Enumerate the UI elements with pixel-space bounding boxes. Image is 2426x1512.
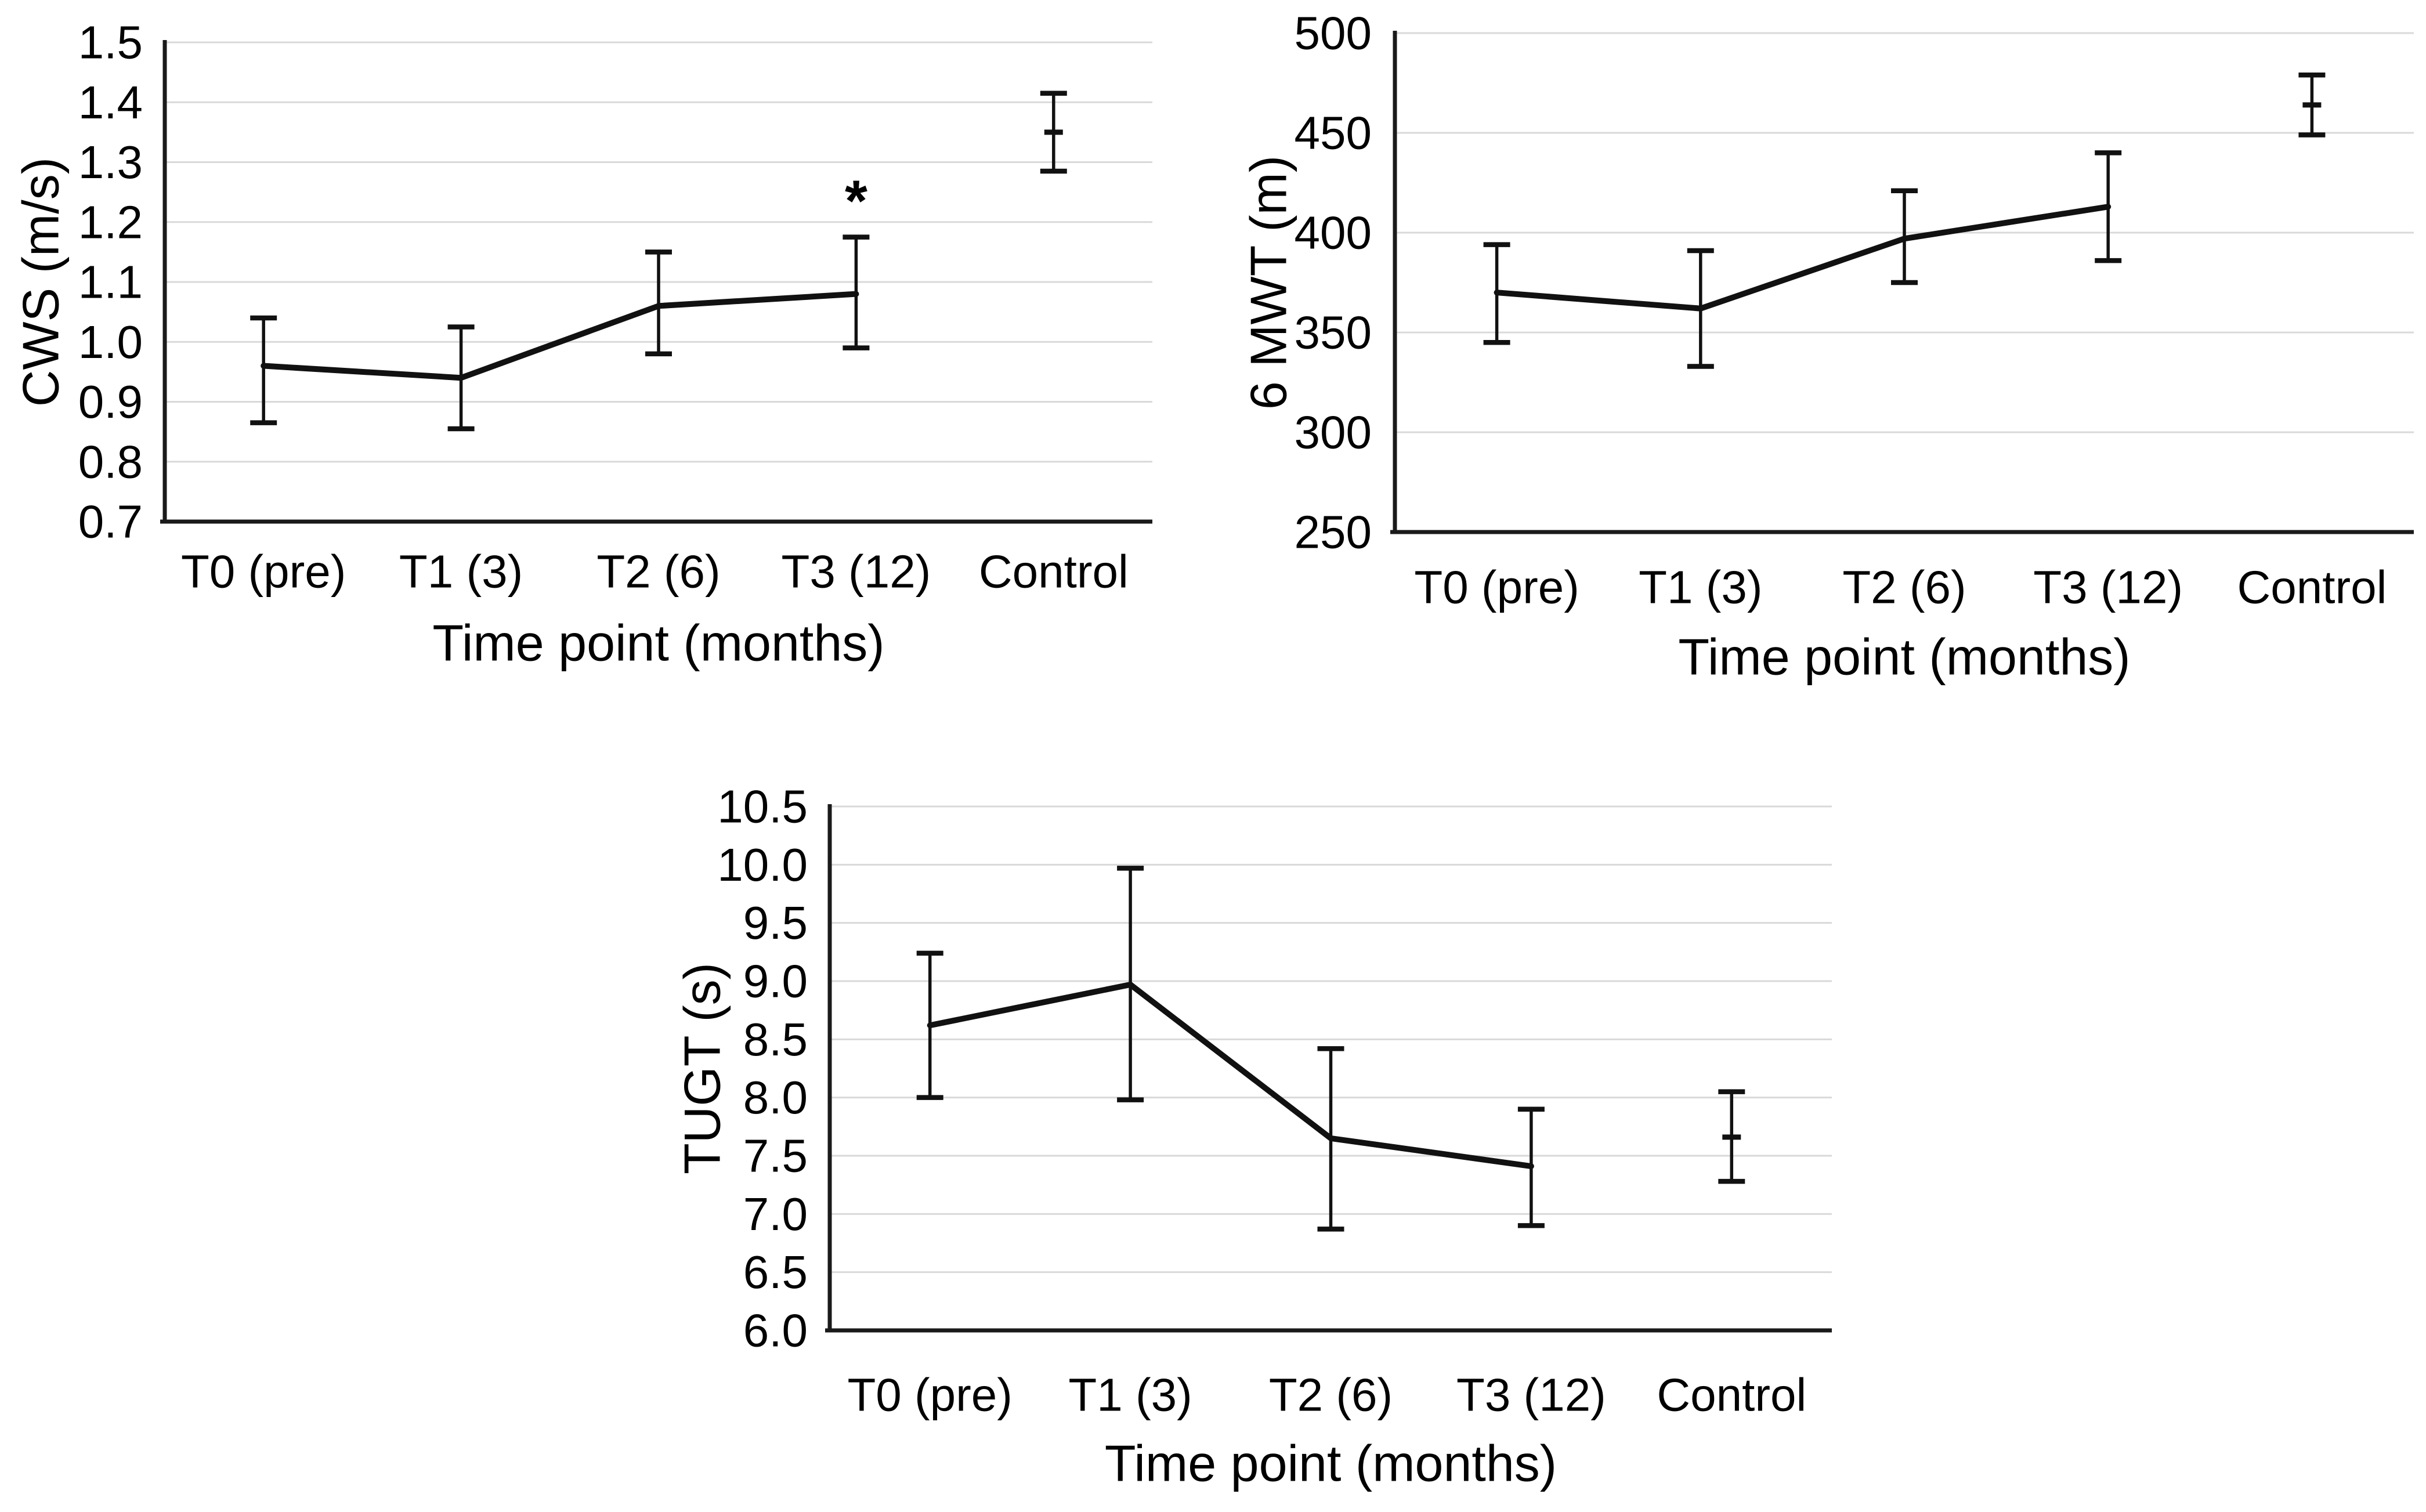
y-tick-label: 6.0	[743, 1305, 808, 1357]
significance-asterisk: *	[845, 169, 867, 234]
y-axis-title: TUGT (s)	[674, 963, 731, 1174]
y-tick-label: 1.2	[78, 196, 143, 248]
y-axis-title: CWS (m/s)	[12, 157, 70, 407]
x-category-label: T2 (6)	[1842, 562, 1966, 613]
x-axis-title: Time point (months)	[1105, 1435, 1557, 1492]
y-tick-label: 500	[1295, 8, 1372, 59]
y-tick-label: 1.3	[78, 136, 143, 188]
x-axis-title: Time point (months)	[1678, 628, 2130, 686]
y-tick-label: 7.0	[743, 1188, 808, 1240]
y-tick-label: 9.0	[743, 956, 808, 1007]
y-axis-title: 6 MWT (m)	[1240, 155, 1297, 410]
y-tick-label: 400	[1295, 207, 1372, 259]
x-category-label: Control	[2237, 562, 2387, 613]
x-category-label: T0 (pre)	[181, 546, 346, 598]
y-tick-label: 0.9	[78, 376, 143, 428]
series-line	[1494, 204, 2112, 312]
x-category-label: T1 (3)	[399, 546, 523, 598]
y-tick-label: 10.5	[717, 781, 808, 833]
x-category-label: T3 (12)	[781, 546, 931, 598]
series-line	[927, 982, 1534, 1170]
y-tick-label: 0.7	[78, 496, 143, 548]
error-bar	[645, 249, 672, 357]
y-tick-label: 300	[1295, 407, 1372, 458]
chart-6mwt: 500 450 400 350 300 250 T0 (pre) T1 (3) T2 (6) T3…	[1240, 8, 2414, 686]
x-category-label: Control	[979, 546, 1129, 598]
y-tick-label: 1.1	[78, 256, 143, 308]
y-tick-label: 1.4	[78, 77, 143, 128]
x-category-label: Control	[1657, 1369, 1806, 1421]
y-tick-label: 10.0	[717, 839, 808, 891]
x-category-label: T2 (6)	[1269, 1369, 1393, 1421]
x-category-label: T0 (pre)	[847, 1369, 1013, 1421]
y-tick-label: 6.5	[743, 1246, 808, 1298]
y-tick-label: 8.5	[743, 1014, 808, 1065]
y-tick-label: 350	[1295, 307, 1372, 359]
y-tick-label: 1.5	[78, 17, 143, 68]
y-tick-label: 0.8	[78, 436, 143, 487]
chart-cws: 1.5 1.4 1.3 1.2 1.1 1.0 0.9 0.8 0.7 T0 (pre) T1 (3…	[12, 17, 1152, 672]
y-tick-label: 9.5	[743, 897, 808, 949]
x-category-label: T1 (3)	[1068, 1369, 1192, 1421]
series-line	[261, 291, 859, 381]
y-tick-label: 7.5	[743, 1130, 808, 1182]
x-category-label: T1 (3)	[1639, 562, 1762, 613]
y-tick-label: 250	[1295, 507, 1372, 558]
y-tick-label: 8.0	[743, 1072, 808, 1123]
y-tick-label: 1.0	[78, 316, 143, 368]
x-category-label: T2 (6)	[596, 546, 720, 598]
y-tick-label: 450	[1295, 107, 1372, 159]
x-axis-title: Time point (months)	[432, 614, 884, 672]
error-bar	[250, 315, 277, 425]
x-category-label: T3 (12)	[1456, 1369, 1606, 1421]
x-category-label: T0 (pre)	[1414, 562, 1579, 613]
chart-tugt: 10.5 10.0 9.5 9.0 8.5 8.0 7.5 7.0 6.5 6.0 T0 (pre)…	[674, 781, 1832, 1492]
x-category-label: T3 (12)	[2033, 562, 2183, 613]
